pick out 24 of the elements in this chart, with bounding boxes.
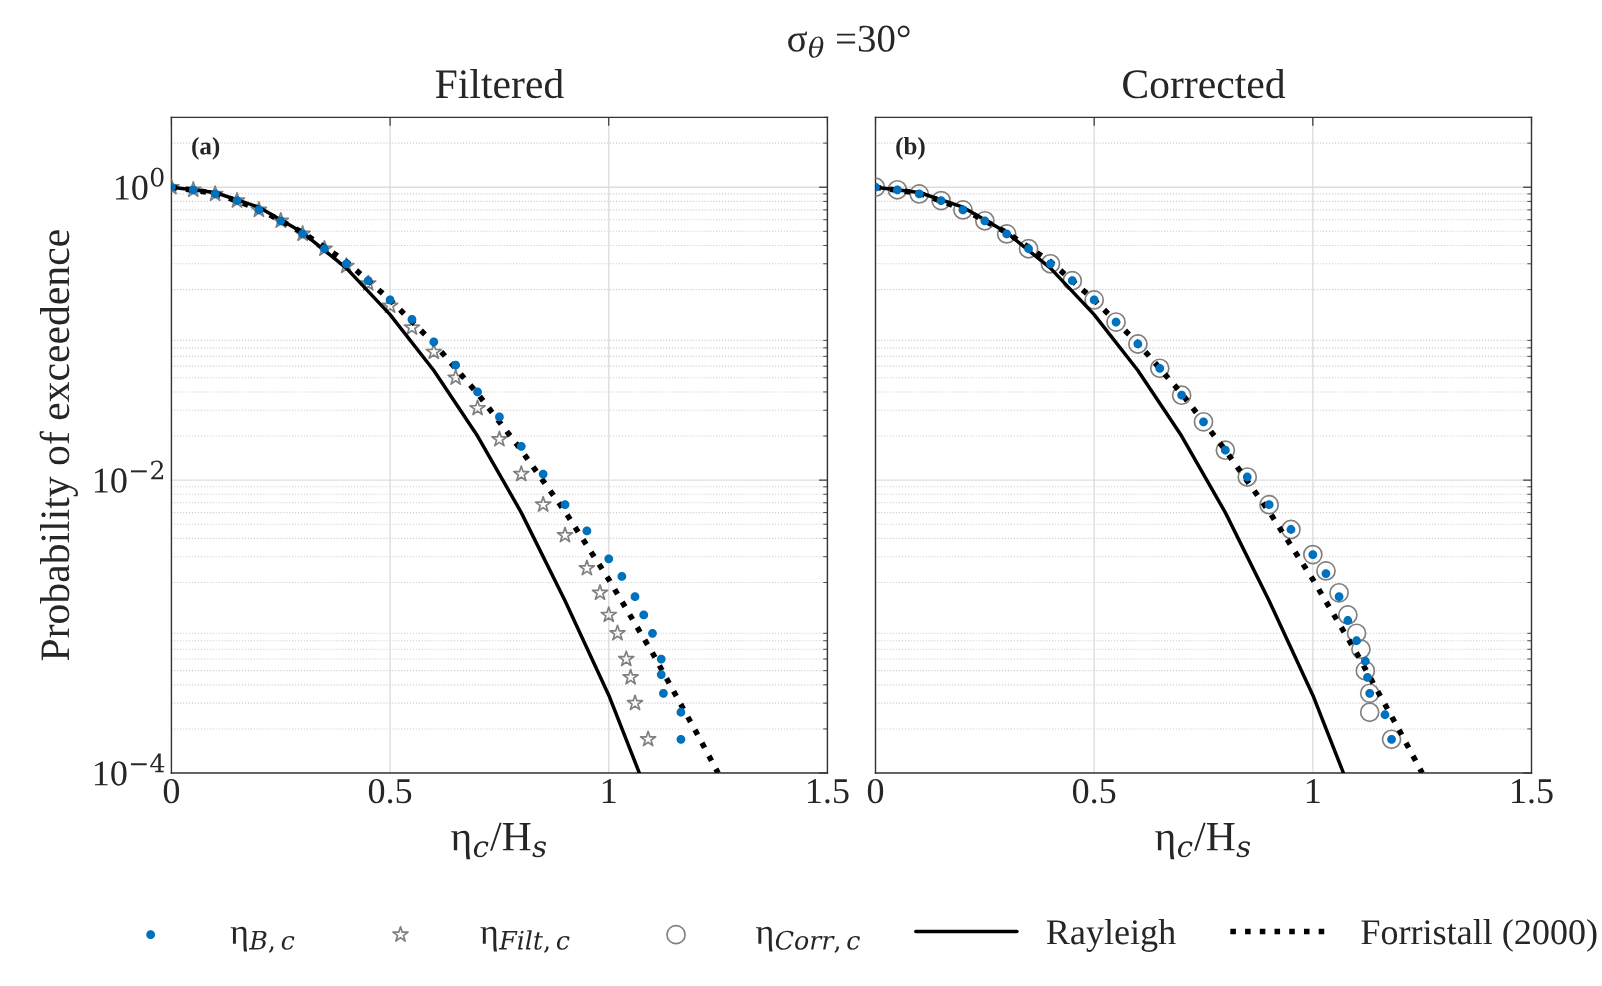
x-tick-label: 0: [163, 778, 180, 804]
annotation: (a): [192, 137, 220, 160]
x-tick-label: 1: [602, 779, 616, 803]
y-tick-label: 10$^{−4}$: [94, 753, 165, 786]
legend-label: η$_{Corr,c}$: [756, 926, 860, 953]
chart-title: Filtered: [435, 68, 564, 99]
legend-label: η$_{Filt,c}$: [480, 926, 570, 953]
legend-label: Rayleigh: [1046, 919, 1176, 952]
chart-title: Corrected: [1123, 68, 1286, 99]
x-tick-label: 1.5: [1512, 779, 1553, 804]
x-tick-label: 1: [1306, 779, 1320, 803]
annotation: (b): [896, 137, 925, 160]
legend-label: Forristall (2000): [1361, 919, 1597, 952]
x-tick-label: 0: [867, 778, 884, 804]
y-axis-title: Probability of exceedence: [39, 230, 78, 661]
x-tick-label: 1.5: [808, 779, 849, 804]
x-tick-label: 0.5: [368, 778, 412, 804]
y-tick-label: 10$^{0}$: [115, 167, 164, 200]
x-tick-label: 0.5: [1072, 778, 1116, 804]
y-tick-label: 10$^{−2}$: [94, 460, 164, 493]
text: σ$_{θ}$ =30°: [788, 25, 910, 58]
x-axis-title: η$_{c}$/H$_{s}$: [451, 822, 547, 860]
legend-label: η$_{B,c}$: [230, 926, 295, 953]
x-axis-title: η$_{c}$/H$_{s}$: [1155, 822, 1251, 860]
